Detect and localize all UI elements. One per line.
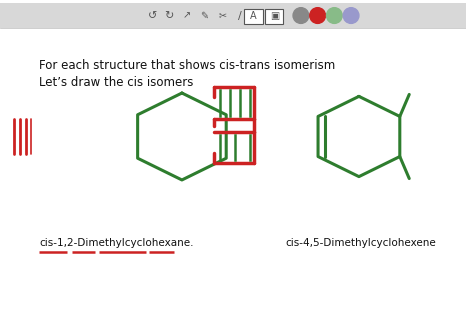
Text: ↻: ↻	[164, 11, 174, 21]
Text: ↺: ↺	[148, 11, 157, 21]
Text: /: /	[238, 11, 242, 21]
Text: ↗: ↗	[183, 11, 191, 21]
Text: cis-4,5-Dimethylcyclohexene: cis-4,5-Dimethylcyclohexene	[285, 238, 436, 248]
Text: cis-1,2-Dimethylcyclohexane.: cis-1,2-Dimethylcyclohexane.	[39, 238, 194, 248]
FancyBboxPatch shape	[264, 9, 283, 24]
Circle shape	[310, 8, 326, 24]
Text: A: A	[250, 11, 257, 21]
Circle shape	[343, 8, 359, 24]
Bar	[0, 3, 466, 28]
Text: Let’s draw the cis isomers: Let’s draw the cis isomers	[39, 75, 194, 88]
Text: ✂: ✂	[218, 11, 226, 21]
Circle shape	[327, 8, 342, 24]
Text: ✎: ✎	[201, 11, 209, 21]
Text: For each structure that shows cis-trans isomerism: For each structure that shows cis-trans …	[39, 59, 336, 72]
Circle shape	[293, 8, 309, 24]
Text: ▣: ▣	[270, 11, 279, 21]
FancyBboxPatch shape	[244, 9, 263, 24]
